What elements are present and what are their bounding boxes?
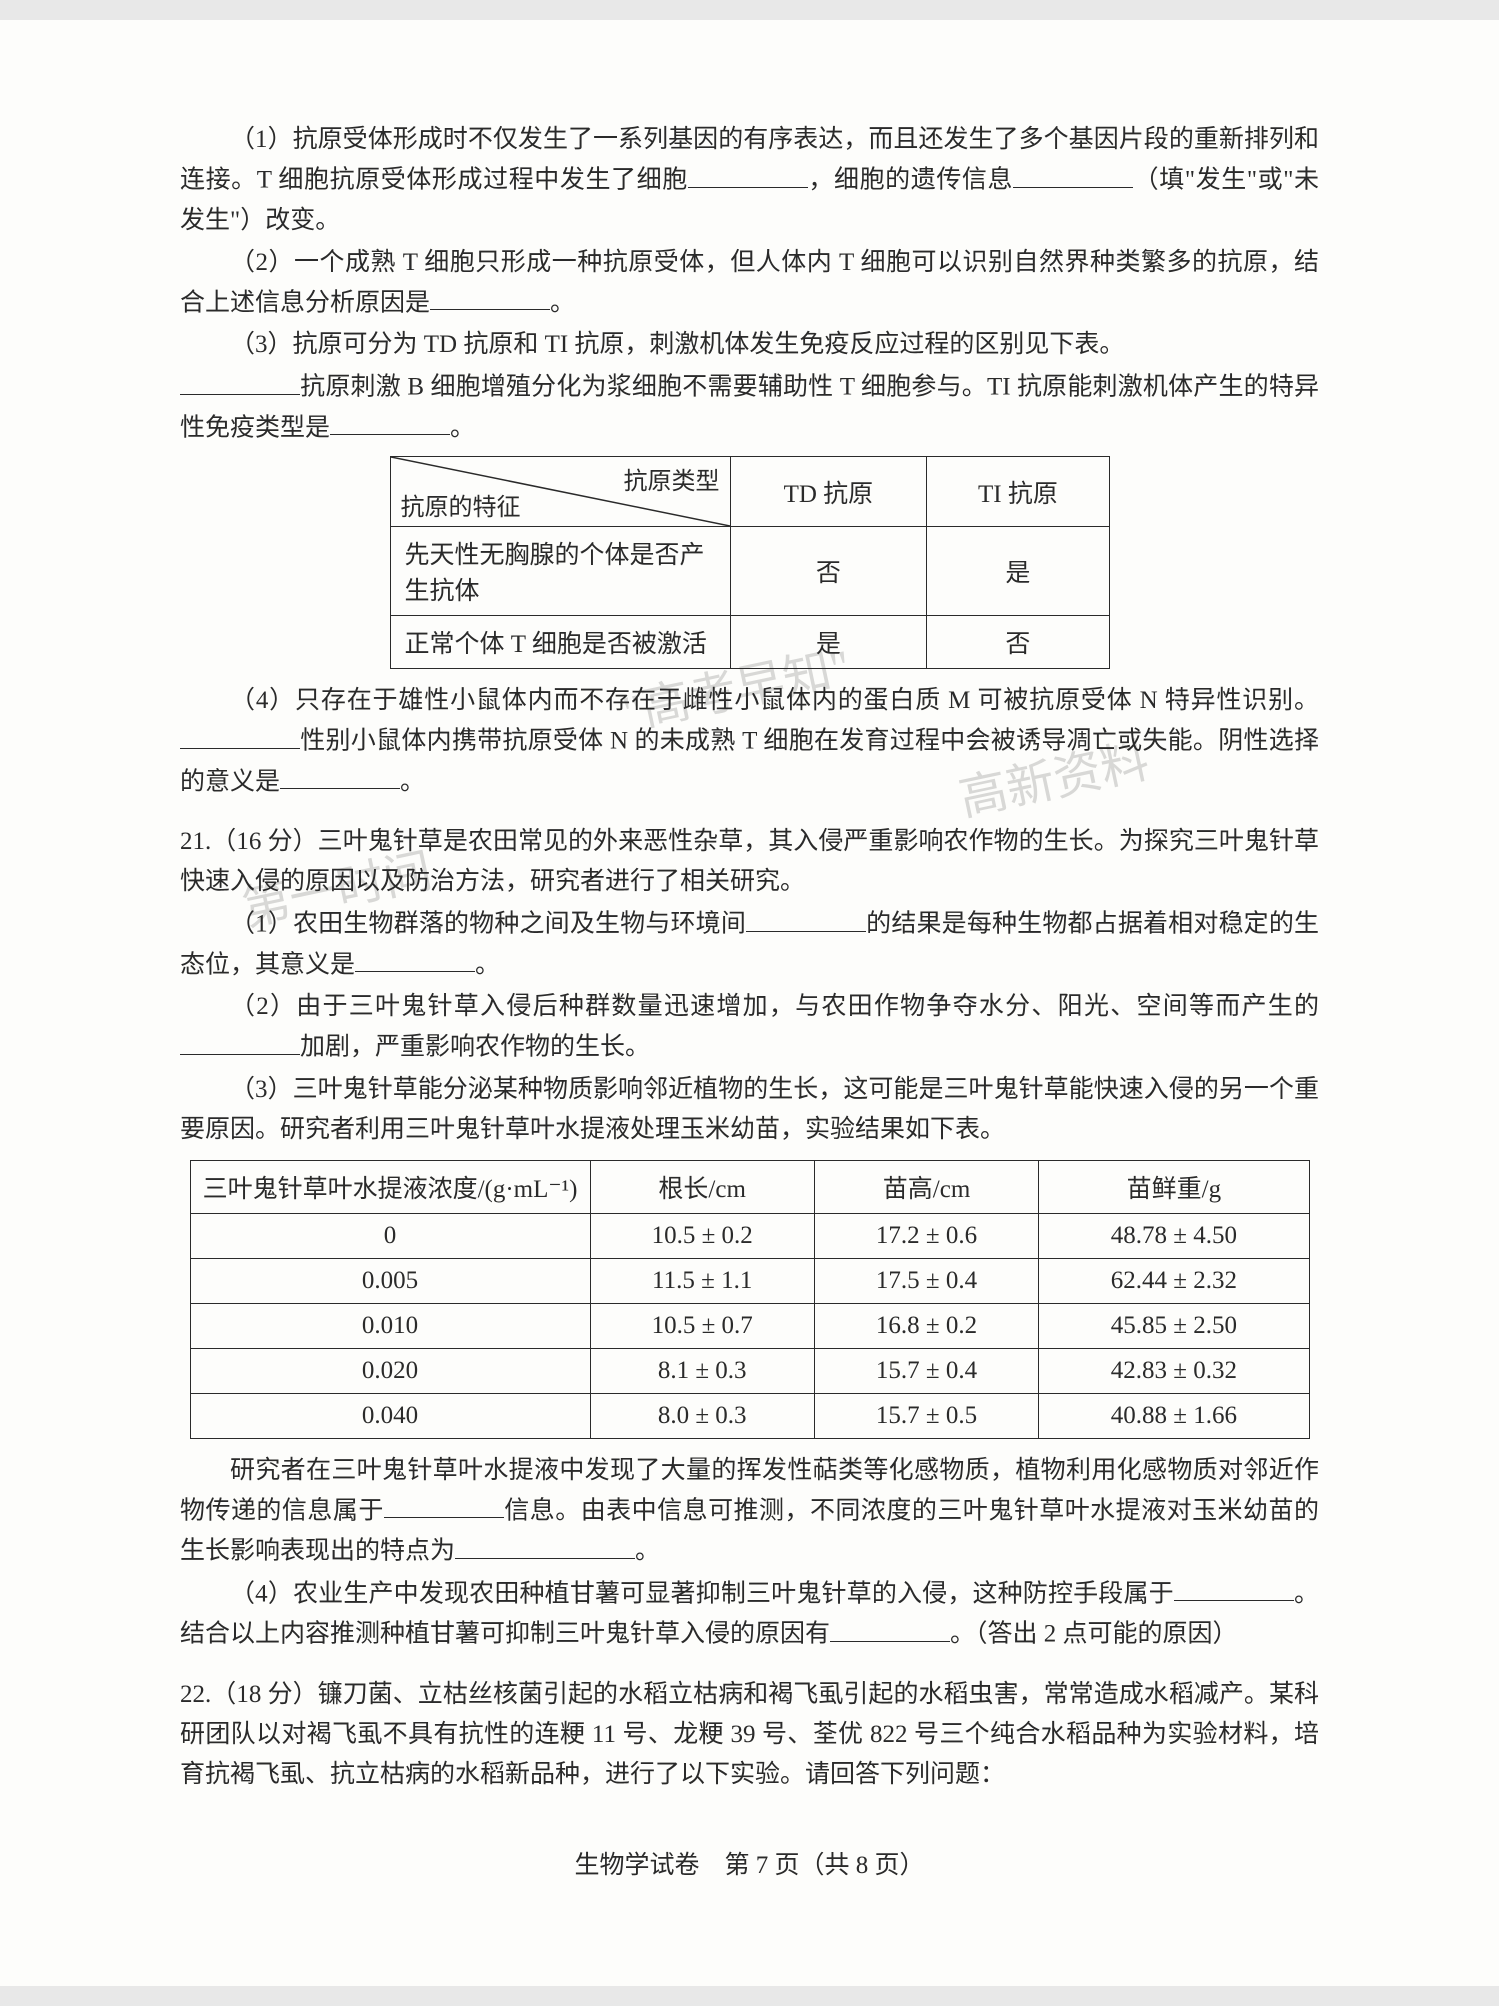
q20-p3-text: （3）抗原可分为 TD 抗原和 TI 抗原，刺激机体发生免疫反应过程的区别见下表… — [230, 331, 1124, 358]
q21-p2-text: （2）由于三叶鬼针草入侵后种群数量迅速增加，与农田作物争夺水分、阳光、空间等而产… — [230, 993, 1319, 1020]
q21-p3b: 研究者在三叶鬼针草叶水提液中发现了大量的挥发性萜类等化感物质，植物利用化感物质对… — [180, 1451, 1319, 1572]
table-row: 0.040 8.0 ± 0.3 15.7 ± 0.5 40.88 ± 1.66 — [190, 1393, 1309, 1438]
t2-r1-c1: 0.005 — [190, 1258, 590, 1303]
t2-r0-c2: 10.5 ± 0.2 — [590, 1213, 814, 1258]
diag-top-label: 抗原类型 — [624, 461, 720, 496]
t2-r3-c2: 8.1 ± 0.3 — [590, 1348, 814, 1393]
table-header-col3: TI 抗原 — [927, 457, 1109, 527]
page-footer: 生物学试卷 第 7 页（共 8 页） — [180, 1845, 1319, 1881]
q20-p4: （4）只存在于雄性小鼠体内而不存在于雌性小鼠体内的蛋白质 M 可被抗原受体 N … — [180, 681, 1319, 802]
table-row: 0.020 8.1 ± 0.3 15.7 ± 0.4 42.83 ± 0.32 — [190, 1348, 1309, 1393]
t2-r2-c3: 16.8 ± 0.2 — [814, 1303, 1038, 1348]
table1-r1-c2: 否 — [730, 527, 927, 616]
page-content: （1）抗原受体形成时不仅发生了一系列基因的有序表达，而且还发生了多个基因片段的重… — [180, 120, 1319, 1881]
q21-p4-text: （4）农业生产中发现农田种植甘薯可显著抑制三叶鬼针草的入侵，这种防控手段属于 — [230, 1580, 1174, 1607]
diag-bottom-label: 抗原的特征 — [401, 487, 521, 522]
q20-p3-end: 。 — [450, 414, 475, 441]
q21-head: 21.（16 分）三叶鬼针草是农田常见的外来恶性杂草，其入侵严重影响农作物的生长… — [180, 822, 1319, 902]
q21-p2: （2）由于三叶鬼针草入侵后种群数量迅速增加，与农田作物争夺水分、阳光、空间等而产… — [180, 987, 1319, 1068]
q20-p2: （2）一个成熟 T 细胞只形成一种抗原受体，但人体内 T 细胞可以识别自然界种类… — [180, 243, 1319, 324]
table1-r2-label: 正常个体 T 细胞是否被激活 — [390, 616, 730, 669]
t2-r1-c3: 17.5 ± 0.4 — [814, 1258, 1038, 1303]
table-row: 0.005 11.5 ± 1.1 17.5 ± 0.4 62.44 ± 2.32 — [190, 1258, 1309, 1303]
blank-q21-1b — [355, 945, 475, 973]
t2-r0-c1: 0 — [190, 1213, 590, 1258]
experiment-table: 三叶鬼针草叶水提液浓度/(g·mL⁻¹) 根长/cm 苗高/cm 苗鲜重/g 0… — [190, 1160, 1310, 1439]
q21-p2-mid: 加剧，严重影响农作物的生长。 — [300, 1034, 650, 1061]
t2-r4-c2: 8.0 ± 0.3 — [590, 1393, 814, 1438]
t2-r4-c4: 40.88 ± 1.66 — [1039, 1393, 1309, 1438]
q22-head: 22.（18 分）镰刀菌、立枯丝核菌引起的水稻立枯病和褐飞虱引起的水稻虫害，常常… — [180, 1675, 1319, 1795]
t2-r3-c3: 15.7 ± 0.4 — [814, 1348, 1038, 1393]
exam-page: "高考早知" 高新资料 第一时间 （1）抗原受体形成时不仅发生了一系列基因的有序… — [0, 20, 1499, 1986]
t2-r4-c3: 15.7 ± 0.5 — [814, 1393, 1038, 1438]
q20-p3-line2: 抗原刺激 B 细胞增殖分化为浆细胞不需要辅助性 T 细胞参与。TI 抗原能刺激机… — [180, 367, 1319, 448]
q21-p1: （1）农田生物群落的物种之间及生物与环境间的结果是每种生物都占据着相对稳定的生态… — [180, 904, 1319, 985]
blank-q20-1b — [1013, 160, 1133, 188]
table-header-col2: TD 抗原 — [730, 457, 927, 527]
q20-p1: （1）抗原受体形成时不仅发生了一系列基因的有序表达，而且还发生了多个基因片段的重… — [180, 120, 1319, 241]
blank-q20-1a — [688, 160, 808, 188]
antigen-table: 抗原类型 抗原的特征 TD 抗原 TI 抗原 先天性无胸腺的个体是否产生抗体 否… — [390, 456, 1110, 669]
blank-q20-4b — [280, 762, 400, 790]
blank-q21-4b — [830, 1614, 950, 1642]
diag-header-cell: 抗原类型 抗原的特征 — [390, 457, 730, 527]
table-row: 0 10.5 ± 0.2 17.2 ± 0.6 48.78 ± 4.50 — [190, 1213, 1309, 1258]
table-row: 正常个体 T 细胞是否被激活 是 否 — [390, 616, 1109, 669]
q21-p4-end: 。（答出 2 点可能的原因） — [950, 1621, 1238, 1648]
table1-r1-label: 先天性无胸腺的个体是否产生抗体 — [390, 527, 730, 616]
q21-p1-end: 。 — [475, 951, 500, 978]
table1-r1-c3: 是 — [927, 527, 1109, 616]
blank-q20-2 — [430, 283, 550, 311]
q20-p3: （3）抗原可分为 TD 抗原和 TI 抗原，刺激机体发生免疫反应过程的区别见下表… — [180, 325, 1319, 365]
t2-r0-c3: 17.2 ± 0.6 — [814, 1213, 1038, 1258]
t2-r0-c4: 48.78 ± 4.50 — [1039, 1213, 1309, 1258]
t2-r2-c1: 0.010 — [190, 1303, 590, 1348]
table-row: 0.010 10.5 ± 0.7 16.8 ± 0.2 45.85 ± 2.50 — [190, 1303, 1309, 1348]
q20-p4-end: 。 — [400, 768, 425, 795]
blank-q20-4a — [180, 721, 300, 749]
blank-q21-4a — [1174, 1574, 1294, 1602]
t2-h4: 苗鲜重/g — [1039, 1160, 1309, 1213]
t2-h3: 苗高/cm — [814, 1160, 1038, 1213]
q21-p3b-end: 。 — [635, 1538, 660, 1565]
table1-r2-c2: 是 — [730, 616, 927, 669]
blank-q21-1a — [746, 904, 866, 932]
q21-p4: （4）农业生产中发现农田种植甘薯可显著抑制三叶鬼针草的入侵，这种防控手段属于。结… — [180, 1574, 1319, 1655]
q20-p2-end: 。 — [550, 289, 575, 316]
q21-p1-text: （1）农田生物群落的物种之间及生物与环境间 — [230, 911, 746, 938]
t2-r2-c4: 45.85 ± 2.50 — [1039, 1303, 1309, 1348]
table1-r2-c3: 否 — [927, 616, 1109, 669]
q20-p4-text: （4）只存在于雄性小鼠体内而不存在于雌性小鼠体内的蛋白质 M 可被抗原受体 N … — [230, 687, 1319, 714]
t2-h2: 根长/cm — [590, 1160, 814, 1213]
table-row: 先天性无胸腺的个体是否产生抗体 否 是 — [390, 527, 1109, 616]
t2-r2-c2: 10.5 ± 0.7 — [590, 1303, 814, 1348]
t2-r3-c4: 42.83 ± 0.32 — [1039, 1348, 1309, 1393]
table-row: 抗原类型 抗原的特征 TD 抗原 TI 抗原 — [390, 457, 1109, 527]
blank-q20-3b — [330, 408, 450, 436]
t2-r4-c1: 0.040 — [190, 1393, 590, 1438]
t2-r3-c1: 0.020 — [190, 1348, 590, 1393]
blank-q21-2 — [180, 1027, 300, 1055]
q20-p1-tail: ，细胞的遗传信息 — [808, 167, 1013, 194]
t2-r1-c4: 62.44 ± 2.32 — [1039, 1258, 1309, 1303]
blank-q21-3a — [384, 1491, 504, 1519]
q20-p2-text: （2）一个成熟 T 细胞只形成一种抗原受体，但人体内 T 细胞可以识别自然界种类… — [180, 249, 1319, 317]
t2-h1: 三叶鬼针草叶水提液浓度/(g·mL⁻¹) — [190, 1160, 590, 1213]
t2-r1-c2: 11.5 ± 1.1 — [590, 1258, 814, 1303]
table-row: 三叶鬼针草叶水提液浓度/(g·mL⁻¹) 根长/cm 苗高/cm 苗鲜重/g — [190, 1160, 1309, 1213]
q21-p3: （3）三叶鬼针草能分泌某种物质影响邻近植物的生长，这可能是三叶鬼针草能快速入侵的… — [180, 1070, 1319, 1150]
blank-q21-3b — [455, 1531, 635, 1559]
blank-q20-3a — [180, 367, 300, 395]
